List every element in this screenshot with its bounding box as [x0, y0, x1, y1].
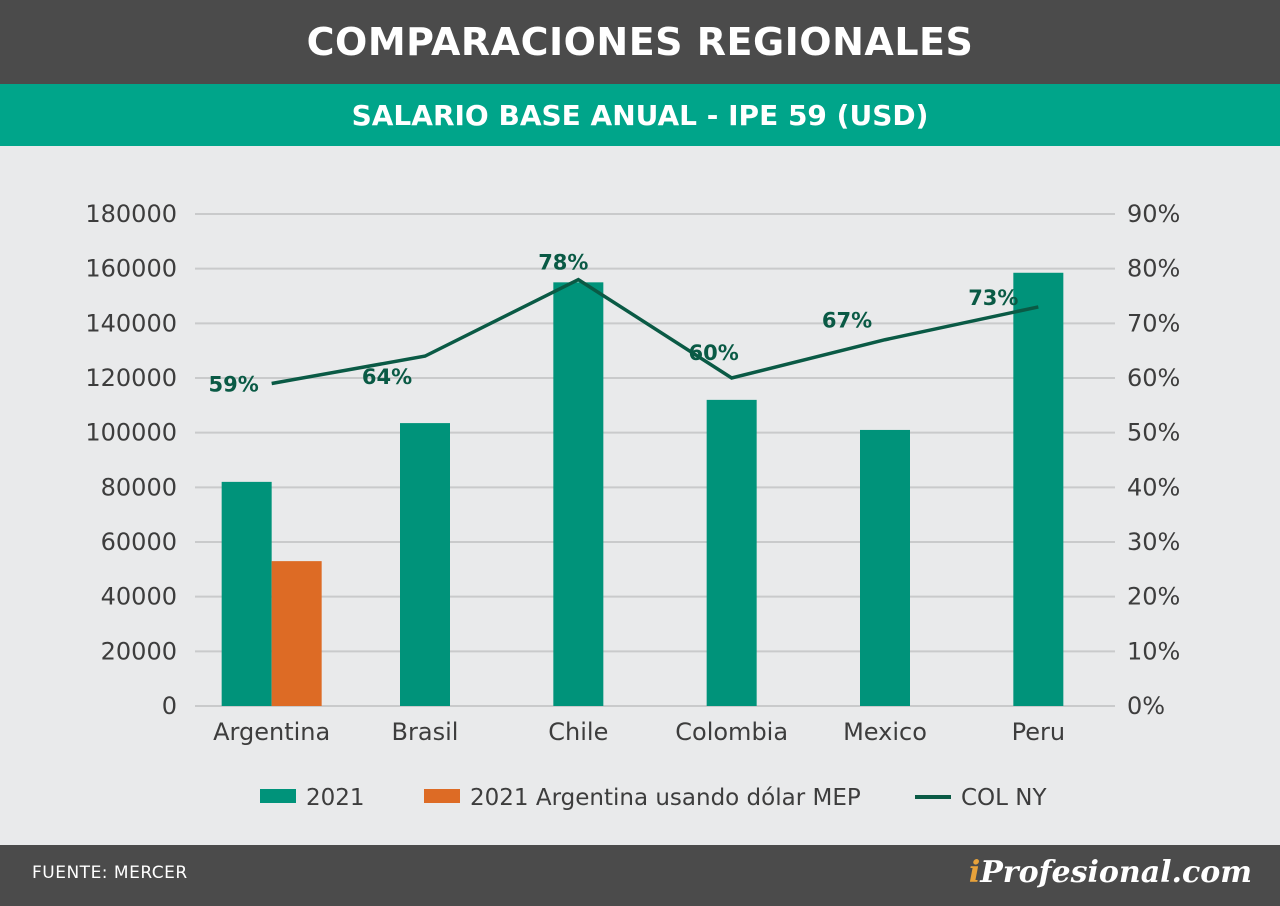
gridlines	[195, 213, 1115, 707]
y-left-tick-label: 0	[162, 692, 177, 720]
legend: 2021 2021 Argentina usando dólar MEP COL N…	[260, 785, 1047, 811]
col-data-label: 60%	[689, 341, 739, 365]
x-tick-label: Brasil	[392, 718, 459, 746]
y-right-tick-label: 30%	[1127, 528, 1180, 556]
y-right-tick-label: 20%	[1127, 583, 1180, 611]
y-left-tick-label: 60000	[101, 528, 177, 556]
bar-mep	[271, 561, 322, 706]
x-tick-label: Argentina	[213, 718, 330, 746]
brand-mark: i	[968, 855, 981, 890]
chart-subtitle: SALARIO BASE ANUAL - IPE 59 (USD)	[0, 84, 1280, 146]
col-data-label: 67%	[822, 309, 872, 333]
bar-2021	[553, 282, 604, 706]
col-data-label: 73%	[968, 286, 1018, 310]
bar-2021	[400, 423, 450, 706]
y-left-tick-label: 160000	[85, 255, 177, 283]
y-right-tick-label: 50%	[1127, 419, 1180, 447]
x-tick-label: Mexico	[843, 718, 927, 746]
legend-label: 2021 Argentina usando dólar MEP	[470, 785, 861, 811]
y-right-tick-label: 70%	[1127, 309, 1180, 337]
bar-2021	[860, 429, 910, 706]
y-left-tick-label: 140000	[85, 309, 177, 337]
y-left-tick-label: 120000	[85, 364, 177, 392]
x-tick-label: Peru	[1012, 718, 1065, 746]
y-right-tick-label: 80%	[1127, 255, 1180, 283]
y-left-tick-label: 40000	[101, 583, 177, 611]
y-left-tick-label: 80000	[101, 473, 177, 501]
y-right-tick-label: 0%	[1127, 692, 1165, 720]
col-data-label: 64%	[362, 365, 412, 389]
bar-2021	[1013, 272, 1064, 706]
y-right-tick-label: 90%	[1127, 200, 1180, 228]
col-line	[271, 277, 1039, 386]
x-tick-label: Chile	[548, 718, 608, 746]
legend-swatch	[260, 789, 296, 803]
header-title: COMPARACIONES REGIONALES	[0, 0, 1280, 84]
legend-swatch	[424, 789, 460, 803]
source-note: FUENTE: MERCER	[32, 863, 188, 883]
legend-label: COL NY	[961, 785, 1047, 811]
legend-label: 2021	[306, 785, 365, 811]
bar-2021	[706, 399, 757, 706]
y-left-tick-label: 180000	[85, 200, 177, 228]
footer: FUENTE: MERCER iProfesional.com	[0, 845, 1280, 906]
col-line-series: 59% 64% 78% 60% 67% 73%	[209, 251, 1039, 396]
y-right-tick-label: 10%	[1127, 637, 1180, 665]
chart-area: 59% 64% 78% 60% 67% 73% 0 0% 20000 10% 40000 20% 60…	[85, 200, 1180, 811]
col-data-label: 78%	[538, 251, 588, 275]
y-left-tick-label: 20000	[101, 637, 177, 665]
bar-2021	[221, 481, 272, 706]
col-data-label: 59%	[209, 372, 259, 396]
axes: 0 0% 20000 10% 40000 20% 60000 30% 80000 40% 10000…	[85, 200, 1180, 746]
y-left-tick-label: 100000	[85, 419, 177, 447]
brand-name: Profesional.com	[980, 855, 1252, 890]
bars	[221, 272, 1064, 706]
y-right-tick-label: 60%	[1127, 364, 1180, 392]
brand-logo: iProfesional.com	[969, 855, 1252, 890]
y-right-tick-label: 40%	[1127, 473, 1180, 501]
x-tick-label: Colombia	[675, 718, 788, 746]
